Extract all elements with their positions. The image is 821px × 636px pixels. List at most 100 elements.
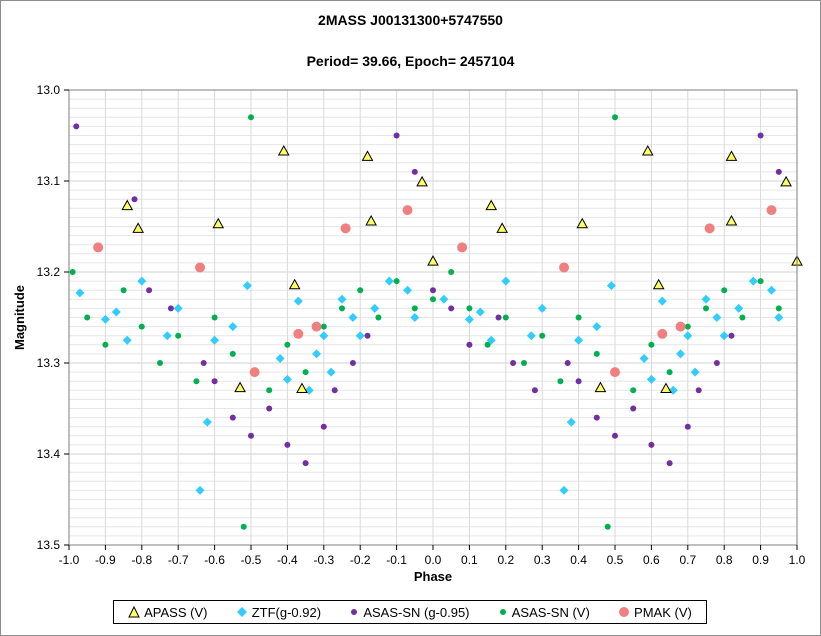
asassn-g-point (775, 168, 782, 175)
x-tick-label: -0.9 (95, 553, 116, 567)
asassn-g-point (411, 168, 418, 175)
ztf-point (355, 331, 365, 341)
asassn-v-point (284, 341, 291, 348)
apass-point (594, 381, 607, 393)
asassn-g-point (73, 123, 80, 130)
x-tick-label: -0.6 (204, 553, 225, 567)
ztf-point (312, 349, 322, 359)
asassn-g-point (757, 132, 764, 139)
ztf-point (734, 303, 744, 313)
y-tick-label: 13.1 (37, 174, 61, 188)
apass-point (288, 278, 301, 290)
apass-point (212, 217, 225, 229)
x-tick-label: 0.7 (679, 553, 696, 567)
ztf-point (137, 276, 147, 286)
apass-point (427, 255, 439, 266)
apass-point (576, 217, 589, 229)
y-tick-label: 13.4 (37, 447, 61, 461)
asassn-v-point (138, 323, 145, 330)
asassn-v-point (411, 305, 418, 312)
triangle-marker-icon (128, 606, 140, 618)
ztf-point (275, 353, 285, 363)
ztf-point (100, 314, 110, 324)
y-tick-label: 13.2 (37, 265, 61, 279)
apass-point (725, 215, 738, 226)
ztf-point (712, 313, 722, 322)
apass-point (652, 278, 665, 290)
asassn-v-point (302, 369, 309, 376)
ztf-point (683, 331, 693, 341)
pmak-point (93, 242, 104, 253)
apass-point (132, 222, 145, 233)
legend-label: ZTF(g-0.92) (251, 604, 322, 620)
asassn-g-point (448, 305, 455, 312)
asassn-g-point (266, 405, 273, 412)
ztf-point (111, 307, 121, 317)
x-tick-label: 0.0 (425, 553, 442, 567)
asassn-v-point (320, 323, 327, 330)
asassn-g-point (331, 387, 338, 394)
asassn-v-point (466, 305, 473, 312)
pmak-point (457, 242, 468, 253)
asassn-v-point (157, 360, 163, 366)
ztf-point (719, 331, 729, 341)
ztf-point (690, 367, 700, 377)
ztf-point (475, 307, 485, 317)
asassn-g-point (684, 423, 691, 430)
ztf-point (384, 276, 394, 286)
ztf-point (537, 303, 547, 313)
ztf-point (592, 322, 602, 332)
pmak-point (559, 262, 570, 273)
ztf-point (701, 294, 711, 304)
asassn-g-point (131, 196, 138, 203)
asassn-g-point (728, 332, 735, 339)
asassn-v-point (630, 387, 637, 394)
x-tick-label: 0.5 (607, 553, 624, 567)
ztf-point (337, 294, 347, 304)
legend-item-apass: APASS (V) (128, 605, 207, 620)
asassn-g-point (284, 441, 291, 448)
ztf-point (162, 331, 172, 341)
ztf-point (646, 374, 656, 384)
asassn-v-point (575, 314, 582, 321)
ztf-point (767, 285, 777, 295)
legend-label: ASAS-SN (V) (511, 604, 590, 620)
pmak-point (675, 321, 686, 332)
x-tick-label: 0.6 (643, 553, 660, 567)
ztf-point (173, 303, 183, 313)
asassn-v-point (703, 305, 709, 312)
asassn-v-point (648, 341, 655, 348)
grid-lines (68, 89, 798, 546)
chart-subtitle: Period= 39.66, Epoch= 2457104 (306, 53, 515, 69)
ztf-point (195, 485, 205, 495)
ztf-point (676, 349, 686, 359)
asassn-g-point (200, 360, 207, 366)
ztf-point (202, 417, 212, 427)
x-tick-label: -0.2 (350, 553, 371, 567)
chart-title: 2MASS J00131300+5747550 (318, 12, 503, 28)
ztf-point (566, 417, 576, 427)
ztf-point (403, 285, 413, 295)
x-tick-label: 0.2 (497, 553, 514, 567)
y-axis-label: Magnitude (12, 285, 27, 350)
asassn-g-point (302, 460, 309, 467)
ztf-point (293, 296, 303, 306)
asassn-v-point (375, 314, 382, 321)
ztf-point (464, 314, 474, 324)
ztf-point (774, 313, 784, 322)
asassn-g-point (211, 378, 218, 385)
x-tick-label: 1.0 (789, 553, 806, 567)
asassn-v-point (539, 332, 546, 339)
asassn-v-point (84, 314, 91, 321)
ztf-point (748, 276, 758, 286)
legend-label: APASS (V) (144, 604, 208, 620)
asassn-v-point (757, 278, 764, 285)
asassn-v-point (666, 369, 673, 376)
asassn-g-point (466, 341, 473, 348)
asassn-v-point (240, 523, 247, 530)
apass-point (416, 175, 428, 187)
pmak-point (610, 367, 620, 378)
ztf-point (210, 335, 220, 345)
asassn-g-point (167, 305, 174, 312)
